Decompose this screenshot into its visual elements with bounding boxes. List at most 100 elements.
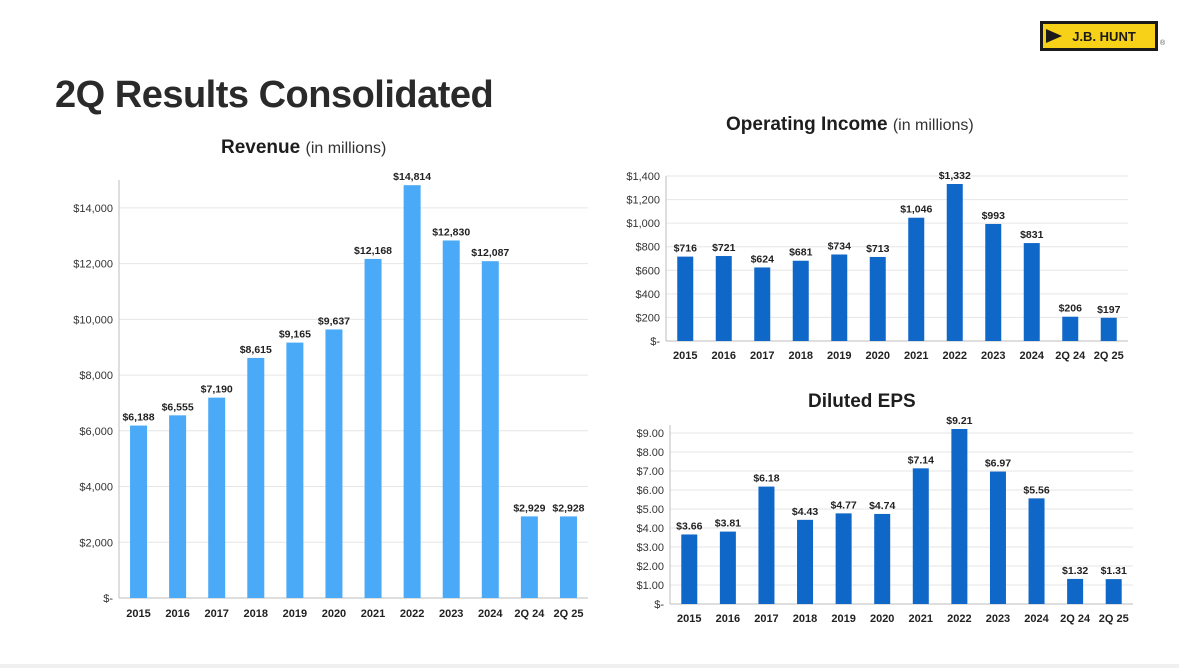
x-tick-label: 2Q 25 [1094, 350, 1124, 362]
y-tick-label: $800 [636, 242, 660, 254]
bar [869, 256, 886, 341]
x-tick-label: 2018 [793, 613, 817, 625]
operating-income-title: Operating Income [726, 114, 888, 135]
y-tick-label: $1,200 [626, 195, 660, 207]
x-tick-label: 2015 [673, 350, 697, 362]
x-tick-label: 2Q 24 [1060, 613, 1091, 625]
y-tick-label: $14,000 [73, 203, 113, 215]
eps-title: Diluted EPS [808, 391, 916, 412]
x-tick-label: 2016 [716, 613, 740, 625]
x-tick-label: 2020 [870, 613, 894, 625]
y-tick-label: $1,000 [626, 218, 660, 230]
y-tick-label: $2.00 [636, 561, 664, 573]
x-tick-label: 2024 [1024, 613, 1049, 625]
y-tick-label: $400 [636, 289, 660, 301]
x-tick-label: 2019 [831, 613, 855, 625]
x-tick-label: 2020 [866, 350, 890, 362]
x-tick-label: 2017 [754, 613, 778, 625]
revenue-chart-title: Revenue (in millions) [221, 137, 386, 159]
operating-income-chart-title: Operating Income (in millions) [726, 114, 974, 136]
y-tick-label: $12,000 [73, 259, 113, 271]
x-tick-label: 2017 [750, 350, 774, 362]
x-tick-label: 2024 [1020, 350, 1045, 362]
data-label: $734 [828, 240, 852, 252]
bar [1023, 243, 1040, 341]
y-tick-label: $6,000 [79, 426, 113, 438]
y-tick-label: $5.00 [636, 504, 664, 516]
data-label: $7,190 [201, 384, 233, 396]
bar [130, 425, 148, 598]
bar [677, 256, 694, 341]
y-tick-label: $8.00 [636, 447, 664, 459]
bar [908, 217, 925, 341]
y-tick-label: $1.00 [636, 580, 664, 592]
data-label: $12,168 [354, 245, 392, 257]
data-label: $2,929 [513, 502, 545, 514]
x-tick-label: 2021 [904, 350, 928, 362]
x-tick-label: 2022 [943, 350, 967, 362]
bar [442, 240, 460, 598]
y-tick-label: $6.00 [636, 485, 664, 497]
bar [719, 531, 736, 604]
x-tick-label: 2021 [909, 613, 933, 625]
y-tick-label: $- [654, 599, 664, 611]
data-label: $1,332 [939, 170, 971, 182]
bar [912, 468, 929, 604]
y-tick-label: $1,400 [626, 171, 660, 183]
x-tick-label: 2016 [712, 350, 736, 362]
bar [481, 261, 499, 598]
data-label: $14,814 [393, 171, 431, 183]
bar [835, 513, 852, 604]
y-tick-label: $- [650, 336, 660, 348]
bar [286, 342, 304, 598]
y-tick-label: $200 [636, 312, 660, 324]
y-tick-label: $3.00 [636, 542, 664, 554]
x-tick-label: 2018 [244, 608, 268, 620]
operating-income-subtitle: (in millions) [892, 117, 974, 134]
bar [715, 256, 732, 341]
x-tick-label: 2Q 24 [1055, 350, 1086, 362]
y-tick-label: $10,000 [73, 314, 113, 326]
bar [874, 513, 891, 604]
bar [989, 471, 1006, 604]
x-tick-label: 2022 [400, 608, 424, 620]
x-tick-label: 2018 [789, 350, 813, 362]
bar [792, 260, 809, 341]
bar [1067, 578, 1084, 604]
data-label: $197 [1097, 304, 1121, 316]
bar [325, 329, 343, 598]
bar [946, 184, 963, 341]
bar [1028, 498, 1045, 604]
x-tick-label: 2023 [439, 608, 463, 620]
eps-chart-title: Diluted EPS [808, 391, 916, 413]
y-tick-label: $- [103, 593, 113, 605]
data-label: $681 [789, 247, 813, 259]
x-tick-label: 2023 [986, 613, 1010, 625]
data-label: $4.43 [792, 506, 818, 518]
bar [208, 397, 226, 598]
data-label: $1.31 [1101, 565, 1127, 577]
x-tick-label: 2017 [204, 608, 228, 620]
data-label: $4.77 [830, 499, 856, 511]
bar [754, 267, 771, 341]
logo-text: J.B. HUNT [1072, 29, 1136, 44]
bar [1105, 579, 1122, 604]
bar [797, 519, 814, 604]
registered-mark: ® [1160, 40, 1166, 47]
data-label: $721 [712, 242, 736, 254]
x-tick-label: 2020 [322, 608, 346, 620]
data-label: $6.97 [985, 458, 1011, 470]
bar [169, 415, 187, 598]
data-label: $8,615 [240, 344, 272, 356]
data-label: $716 [674, 243, 698, 255]
x-tick-label: 2021 [361, 608, 385, 620]
jb-hunt-logo: J.B. HUNT [1040, 21, 1158, 51]
bar [985, 223, 1002, 341]
data-label: $2,928 [552, 502, 584, 514]
x-tick-label: 2023 [981, 350, 1005, 362]
bar [758, 486, 775, 604]
data-label: $1.32 [1062, 565, 1088, 577]
y-tick-label: $7.00 [636, 466, 664, 478]
bar [681, 534, 698, 604]
